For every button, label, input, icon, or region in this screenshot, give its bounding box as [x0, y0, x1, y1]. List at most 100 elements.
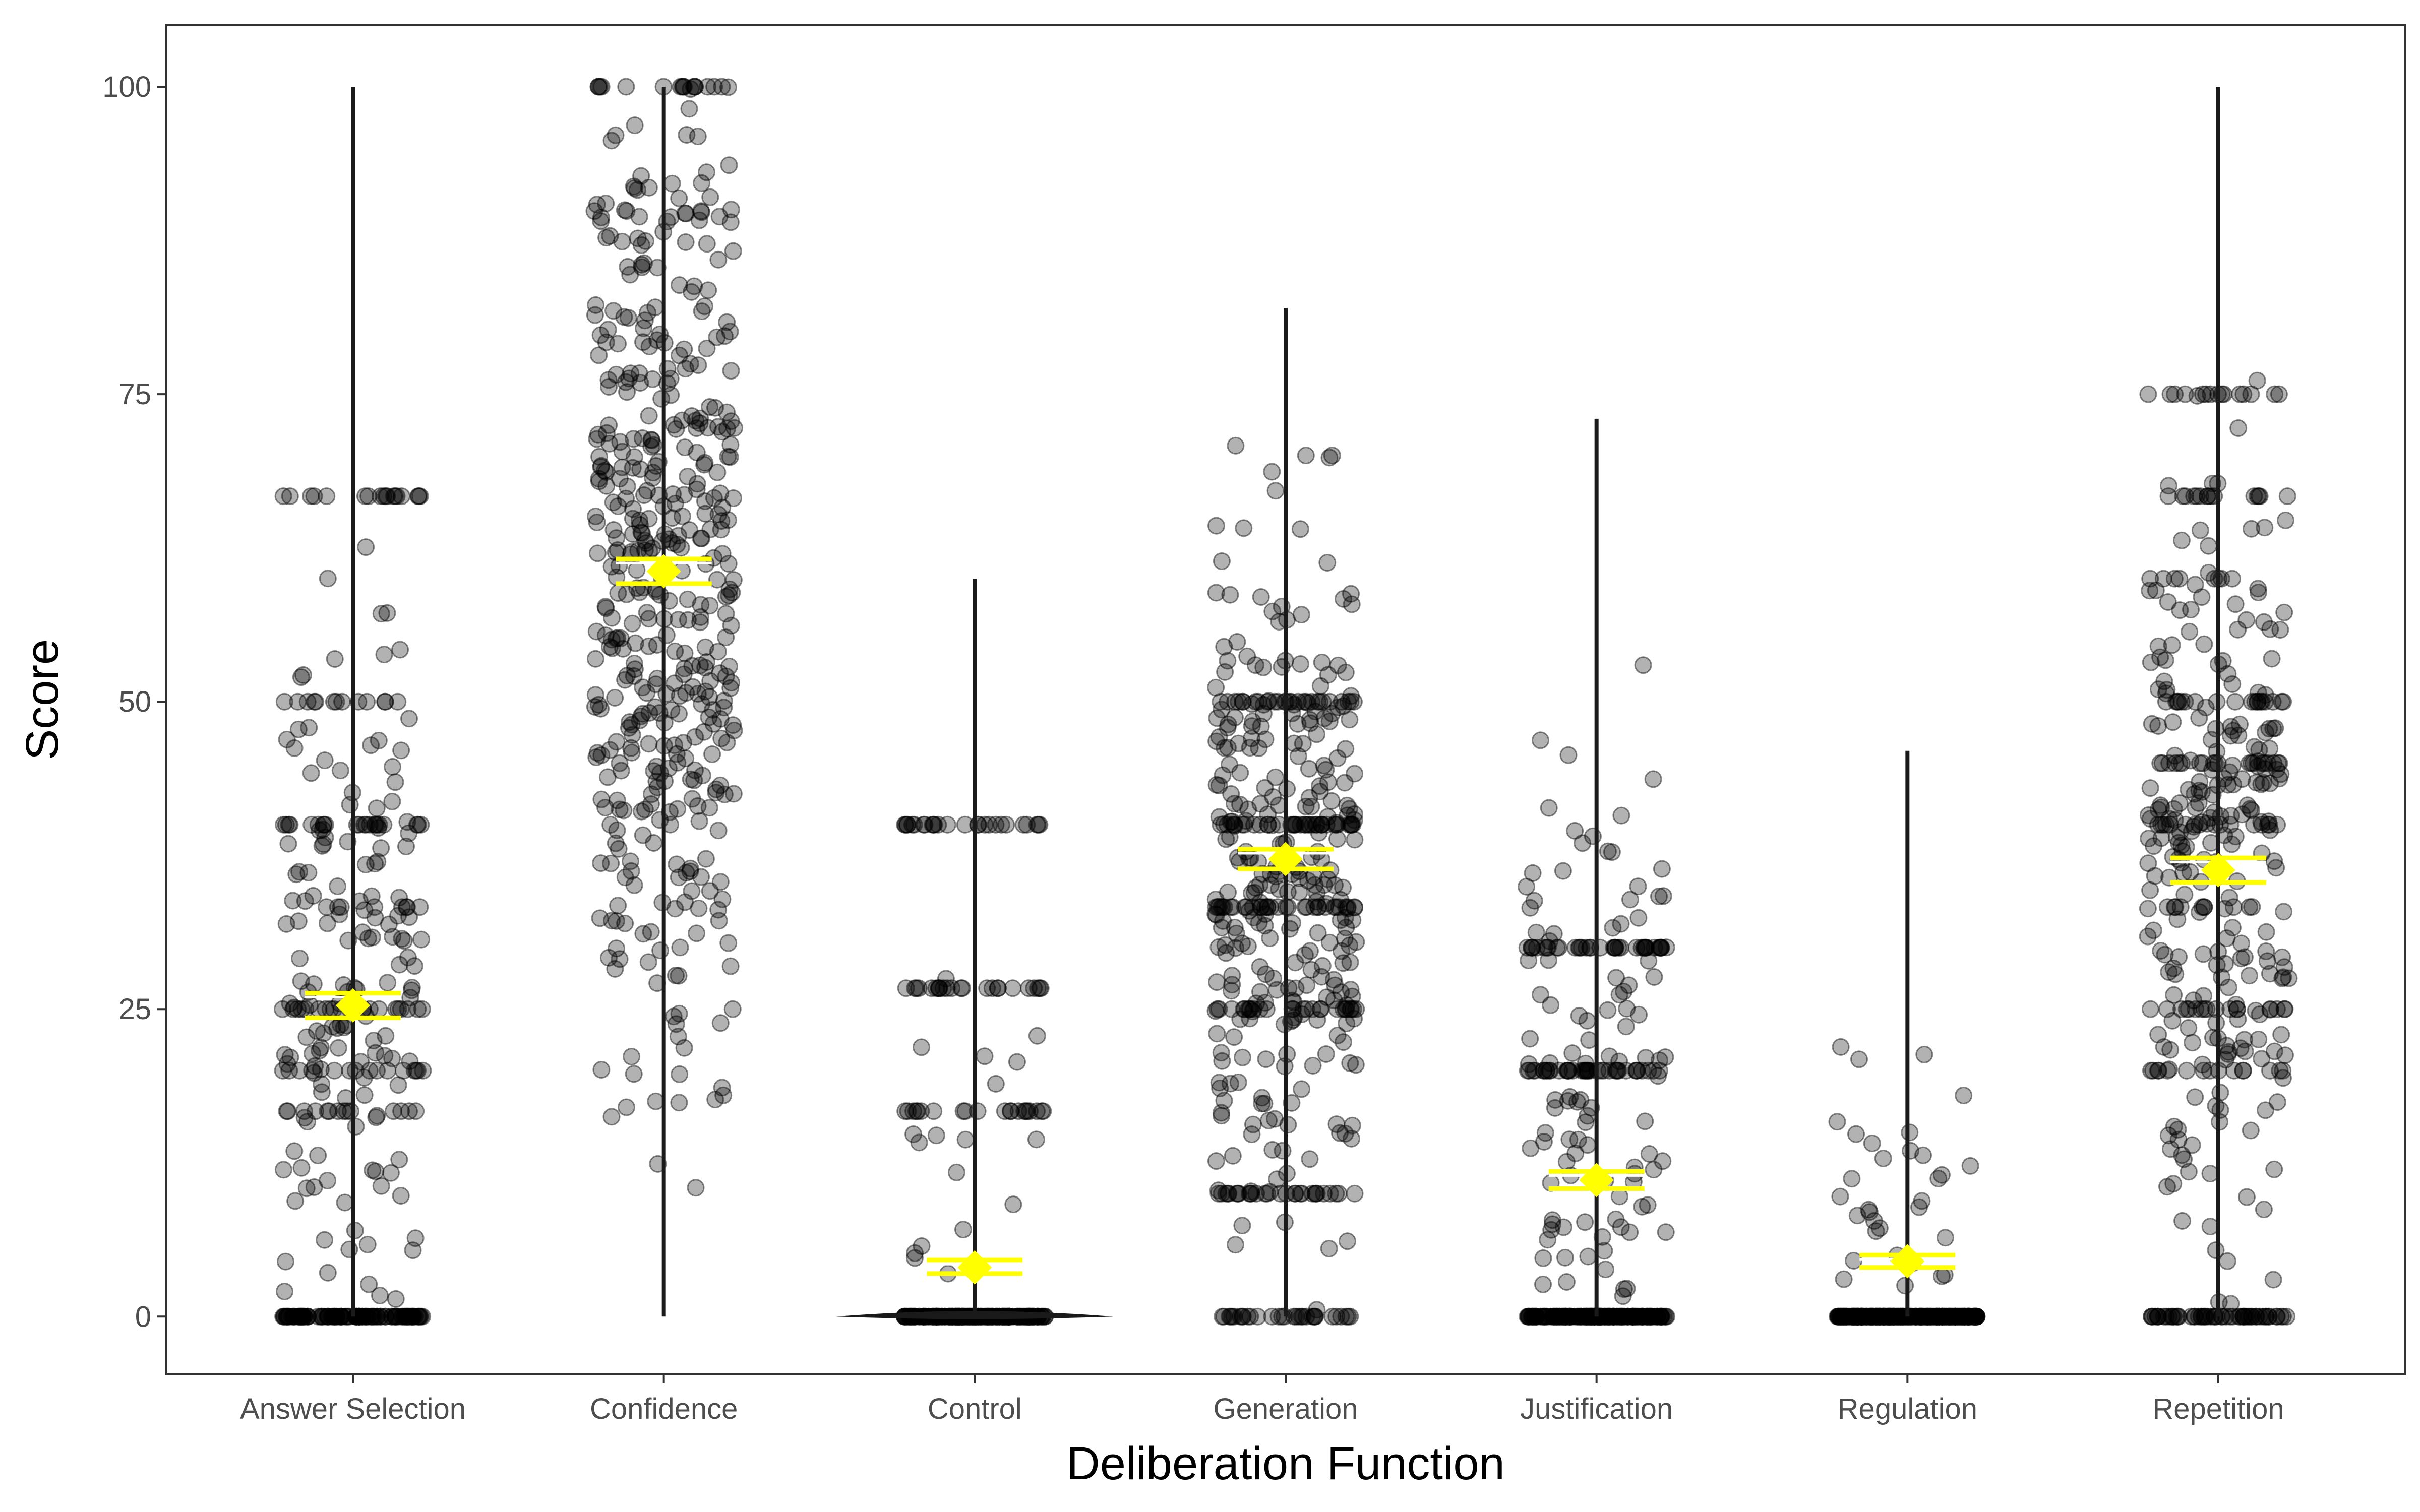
data-point [362, 887, 381, 905]
data-point [274, 1161, 292, 1179]
data-point [394, 1061, 412, 1080]
data-point [1256, 730, 1275, 748]
data-point [1645, 1161, 1663, 1179]
data-point [289, 1307, 307, 1326]
data-point [1318, 988, 1336, 1006]
data-point [1226, 815, 1243, 834]
data-point [1595, 1242, 1613, 1260]
data-point [2164, 713, 2182, 731]
data-point [695, 723, 713, 741]
data-point [371, 1287, 389, 1304]
data-point [954, 1102, 973, 1120]
data-point [1343, 1129, 1360, 1148]
data-point [697, 850, 715, 868]
data-point [402, 1307, 420, 1326]
data-point [693, 174, 711, 192]
data-point [401, 989, 419, 1006]
data-point [359, 929, 377, 948]
data-point [366, 909, 384, 927]
data-point [365, 1032, 383, 1050]
data-point [277, 1307, 295, 1326]
data-point [355, 1068, 373, 1087]
data-point [1574, 834, 1592, 852]
data-point [657, 685, 676, 703]
data-point [1227, 939, 1245, 957]
data-point [2141, 1000, 2159, 1018]
data-point [1617, 1018, 1635, 1036]
data-point [592, 790, 611, 808]
data-point [397, 838, 415, 855]
data-point [679, 590, 697, 608]
data-point [1910, 1198, 1928, 1216]
data-point [691, 656, 709, 674]
data-point [609, 629, 627, 647]
data-point [1319, 773, 1337, 791]
data-point [721, 323, 739, 341]
data-point [592, 700, 610, 718]
data-point [899, 1102, 917, 1120]
data-point [333, 1307, 351, 1326]
data-point [285, 1307, 304, 1326]
data-point [678, 126, 696, 144]
data-point [712, 512, 731, 530]
data-point [644, 469, 662, 487]
data-point [633, 802, 650, 821]
data-point [613, 443, 631, 461]
data-point [681, 862, 699, 880]
data-point [720, 156, 738, 174]
data-point [1266, 482, 1285, 500]
data-point [1240, 902, 1258, 920]
data-point [277, 915, 295, 933]
data-point [711, 710, 730, 728]
data-point [701, 882, 719, 900]
data-point [1629, 909, 1648, 927]
data-point [980, 815, 998, 834]
data-point [1245, 1000, 1263, 1018]
data-point [278, 1307, 296, 1326]
data-point [698, 653, 715, 671]
data-point [329, 1102, 347, 1120]
data-point [2181, 622, 2199, 641]
data-point [1241, 1184, 1259, 1203]
data-point [1208, 1025, 1226, 1043]
data-point [410, 1307, 429, 1326]
data-point [683, 882, 701, 900]
data-point [2265, 1042, 2283, 1060]
data-point [592, 208, 610, 226]
data-point [705, 78, 723, 96]
data-point [308, 1022, 326, 1040]
data-point [1033, 1102, 1051, 1120]
data-point [620, 719, 638, 737]
data-point [670, 868, 688, 887]
data-point [930, 979, 948, 997]
data-point [409, 1061, 427, 1080]
data-point [1256, 905, 1275, 923]
data-point [592, 746, 611, 764]
data-point [713, 1079, 731, 1097]
data-point [1241, 1307, 1259, 1326]
data-point [934, 979, 952, 997]
data-point [625, 654, 643, 672]
data-point [1317, 815, 1336, 834]
data-point [389, 1076, 407, 1094]
y-tick-label: 100 [102, 71, 151, 103]
data-point [692, 868, 710, 886]
data-point [602, 631, 621, 649]
category-group-generation [1206, 308, 1365, 1326]
data-point [410, 487, 428, 506]
data-point [313, 1083, 331, 1101]
data-point [2141, 779, 2159, 797]
data-point [379, 1061, 397, 1080]
data-point [908, 979, 926, 997]
data-point [1242, 729, 1260, 747]
data-point [718, 313, 736, 331]
data-point [400, 1307, 418, 1326]
data-point [677, 233, 695, 251]
data-point [298, 1307, 317, 1326]
data-point [632, 524, 650, 541]
data-point [597, 195, 615, 213]
data-point [1342, 687, 1360, 705]
data-point [2159, 477, 2177, 495]
data-point [689, 797, 707, 815]
